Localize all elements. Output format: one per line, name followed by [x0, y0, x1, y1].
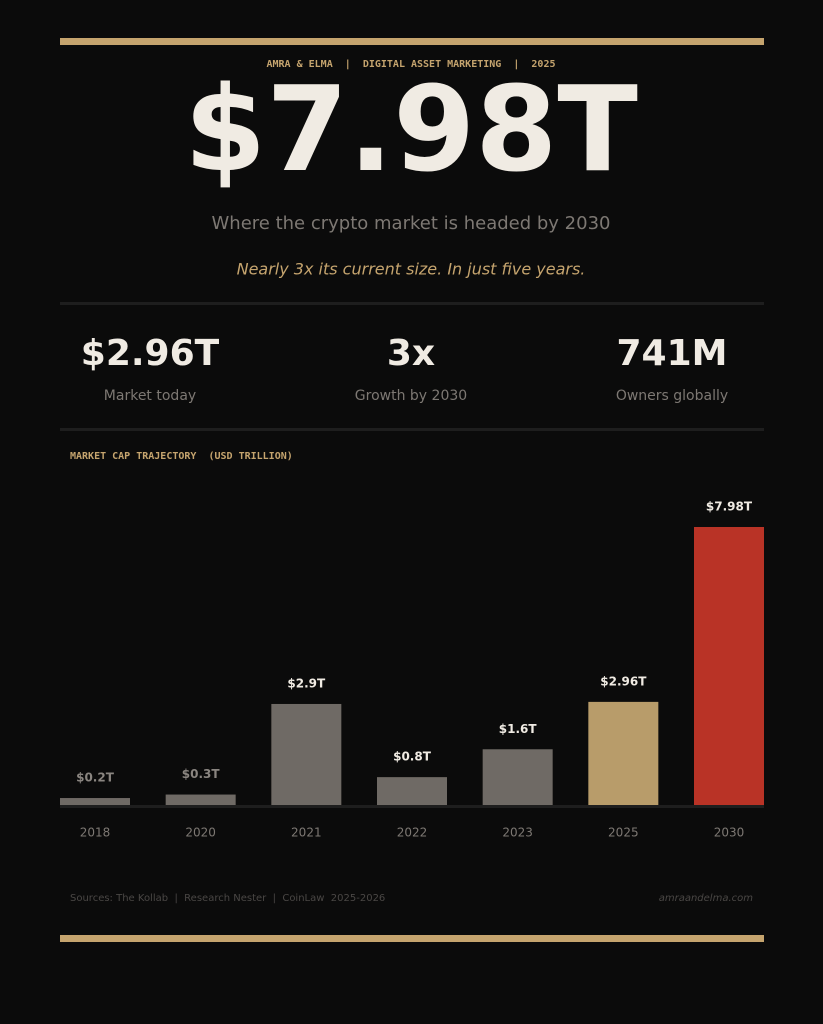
value-label: $2.96T	[600, 674, 647, 688]
tagline: Nearly 3x its current size. In just five…	[237, 260, 586, 279]
x-tick-label: 2021	[291, 826, 322, 840]
stat-value: 741M	[617, 333, 728, 374]
value-label: $1.6T	[499, 722, 538, 736]
divider	[60, 302, 764, 305]
baseline	[60, 805, 764, 808]
value-label: $0.2T	[76, 771, 115, 785]
x-tick-label: 2022	[397, 826, 428, 840]
bar	[60, 798, 130, 805]
value-label: $0.8T	[393, 750, 432, 764]
value-label: $7.98T	[706, 500, 753, 514]
value-label: $0.3T	[182, 767, 221, 781]
site: amraandelma.com	[659, 893, 754, 904]
value-label: $2.9T	[287, 676, 326, 690]
bottom-rule	[60, 935, 764, 942]
top-rule	[60, 38, 764, 45]
chart-title: MARKET CAP TRAJECTORY (USD TRILLION)	[70, 451, 293, 462]
bar	[377, 777, 447, 805]
stat-value: $2.96T	[81, 333, 220, 374]
stat-label: Market today	[104, 388, 196, 404]
stat-label: Growth by 2030	[355, 388, 467, 404]
divider	[60, 428, 764, 431]
sources: Sources: The Kollab | Research Nester | …	[70, 893, 385, 904]
stat-label: Owners globally	[616, 388, 728, 404]
bar	[271, 703, 342, 805]
bar	[482, 749, 553, 805]
x-tick-label: 2023	[502, 826, 533, 840]
x-tick-label: 2025	[608, 826, 639, 840]
bar	[165, 794, 236, 805]
headline: $7.98T	[184, 60, 638, 198]
subtitle: Where the crypto market is headed by 203…	[212, 213, 611, 234]
x-tick-label: 2030	[714, 826, 745, 840]
bar	[588, 701, 659, 805]
stat-value: 3x	[387, 333, 435, 374]
x-tick-label: 2020	[185, 826, 216, 840]
x-tick-label: 2018	[80, 826, 111, 840]
kicker: AMRA & ELMA | DIGITAL ASSET MARKETING | …	[267, 59, 556, 70]
bar	[694, 527, 764, 805]
